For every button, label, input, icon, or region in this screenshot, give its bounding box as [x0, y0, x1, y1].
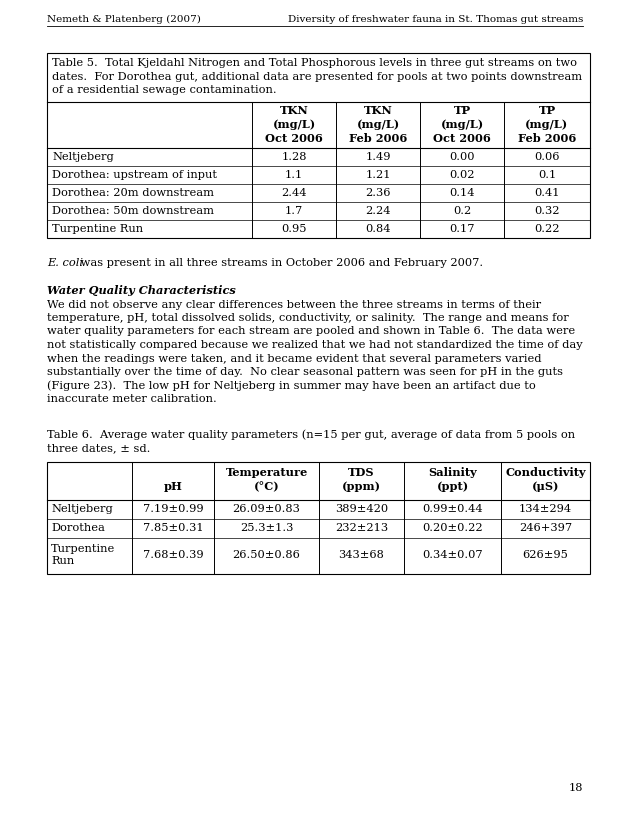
Text: Diversity of freshwater fauna in St. Thomas gut streams: Diversity of freshwater fauna in St. Tho… [288, 15, 583, 24]
Text: (mg/L): (mg/L) [272, 120, 316, 130]
Text: 0.02: 0.02 [449, 170, 475, 179]
Text: TKN: TKN [364, 105, 392, 117]
Text: 0.41: 0.41 [534, 187, 559, 197]
Text: dates.  For Dorothea gut, additional data are presented for pools at two points : dates. For Dorothea gut, additional data… [52, 72, 582, 82]
Text: Run: Run [51, 557, 74, 566]
Text: three dates, ± sd.: three dates, ± sd. [47, 443, 151, 453]
Text: 7.19±0.99: 7.19±0.99 [142, 504, 203, 514]
Text: TP: TP [539, 105, 556, 117]
Text: 626±95: 626±95 [522, 550, 568, 561]
Text: 0.22: 0.22 [534, 223, 559, 234]
Text: Dorothea: 50m downstream: Dorothea: 50m downstream [52, 205, 214, 215]
Text: Oct 2006: Oct 2006 [433, 134, 491, 144]
Text: inaccurate meter calibration.: inaccurate meter calibration. [47, 394, 217, 404]
Text: (mg/L): (mg/L) [357, 120, 399, 130]
Text: (mg/L): (mg/L) [440, 120, 484, 130]
Text: Temperature: Temperature [226, 466, 307, 478]
Text: 1.28: 1.28 [281, 152, 307, 161]
Text: pH: pH [164, 482, 183, 492]
Text: 0.17: 0.17 [449, 223, 475, 234]
Text: Neltjeberg: Neltjeberg [51, 504, 113, 514]
Text: (mg/L): (mg/L) [525, 120, 569, 130]
Text: 0.1: 0.1 [538, 170, 556, 179]
Text: (Figure 23).  The low pH for Neltjeberg in summer may have been an artifact due : (Figure 23). The low pH for Neltjeberg i… [47, 381, 536, 391]
Text: 0.00: 0.00 [449, 152, 475, 161]
Text: 1.49: 1.49 [365, 152, 391, 161]
Text: We did not observe any clear differences between the three streams in terms of t: We did not observe any clear differences… [47, 299, 541, 310]
Text: 2.36: 2.36 [365, 187, 391, 197]
Text: 7.68±0.39: 7.68±0.39 [142, 550, 203, 561]
Text: Dorothea: upstream of input: Dorothea: upstream of input [52, 170, 217, 179]
Text: water quality parameters for each stream are pooled and shown in Table 6.  The d: water quality parameters for each stream… [47, 327, 575, 337]
Text: of a residential sewage contamination.: of a residential sewage contamination. [52, 85, 277, 95]
Text: 0.32: 0.32 [534, 205, 559, 215]
Text: E. coli: E. coli [47, 258, 83, 267]
Text: 232±213: 232±213 [335, 523, 388, 533]
Text: 1.7: 1.7 [285, 205, 303, 215]
Text: Turpentine: Turpentine [51, 544, 115, 553]
Text: 343±68: 343±68 [338, 550, 384, 561]
Text: 2.44: 2.44 [281, 187, 307, 197]
Text: 1.21: 1.21 [365, 170, 391, 179]
Text: TP: TP [454, 105, 471, 117]
Text: 0.06: 0.06 [534, 152, 559, 161]
Bar [47, 461, 590, 574]
Text: 389±420: 389±420 [335, 504, 388, 514]
Text: 0.20±0.22: 0.20±0.22 [422, 523, 483, 533]
Text: was present in all three streams in October 2006 and February 2007.: was present in all three streams in Octo… [77, 258, 483, 267]
Text: 0.99±0.44: 0.99±0.44 [422, 504, 483, 514]
Text: when the readings were taken, and it became evident that several parameters vari: when the readings were taken, and it bec… [47, 354, 542, 363]
Text: (ppt): (ppt) [437, 482, 469, 492]
Text: not statistically compared because we realized that we had not standardized the : not statistically compared because we re… [47, 340, 583, 350]
Text: Table 5.  Total Kjeldahl Nitrogen and Total Phosphorous levels in three gut stre: Table 5. Total Kjeldahl Nitrogen and Tot… [52, 58, 577, 68]
Text: 2.24: 2.24 [365, 205, 391, 215]
Text: 7.85±0.31: 7.85±0.31 [142, 523, 203, 533]
Text: TDS: TDS [348, 466, 375, 478]
Text: (ppm): (ppm) [342, 482, 381, 492]
Text: Dorothea: 20m downstream: Dorothea: 20m downstream [52, 187, 214, 197]
Text: 26.09±0.83: 26.09±0.83 [232, 504, 301, 514]
Bar [47, 53, 590, 237]
Text: 18: 18 [568, 783, 583, 793]
Text: 0.34±0.07: 0.34±0.07 [422, 550, 483, 561]
Text: 0.14: 0.14 [449, 187, 475, 197]
Text: temperature, pH, total dissolved solids, conductivity, or salinity.  The range a: temperature, pH, total dissolved solids,… [47, 313, 569, 323]
Text: Feb 2006: Feb 2006 [518, 134, 576, 144]
Text: (μS): (μS) [532, 482, 559, 492]
Text: 246+397: 246+397 [519, 523, 572, 533]
Text: Neltjeberg: Neltjeberg [52, 152, 114, 161]
Text: 1.1: 1.1 [285, 170, 303, 179]
Text: Nemeth & Platenberg (2007): Nemeth & Platenberg (2007) [47, 15, 201, 24]
Text: Salinity: Salinity [428, 466, 477, 478]
Text: Feb 2006: Feb 2006 [349, 134, 407, 144]
Text: 134±294: 134±294 [519, 504, 572, 514]
Text: Conductivity: Conductivity [505, 466, 586, 478]
Text: (°C): (°C) [254, 482, 279, 492]
Text: 0.84: 0.84 [365, 223, 391, 234]
Text: Dorothea: Dorothea [51, 523, 105, 533]
Text: substantially over the time of day.  No clear seasonal pattern was seen for pH i: substantially over the time of day. No c… [47, 367, 563, 377]
Text: Oct 2006: Oct 2006 [265, 134, 323, 144]
Text: 25.3±1.3: 25.3±1.3 [240, 523, 293, 533]
Text: TKN: TKN [280, 105, 308, 117]
Text: Table 6.  Average water quality parameters (n=15 per gut, average of data from 5: Table 6. Average water quality parameter… [47, 430, 575, 440]
Text: 0.2: 0.2 [453, 205, 471, 215]
Text: Turpentine Run: Turpentine Run [52, 223, 143, 234]
Text: 26.50±0.86: 26.50±0.86 [232, 550, 301, 561]
Text: Water Quality Characteristics: Water Quality Characteristics [47, 285, 236, 297]
Text: 0.95: 0.95 [281, 223, 307, 234]
